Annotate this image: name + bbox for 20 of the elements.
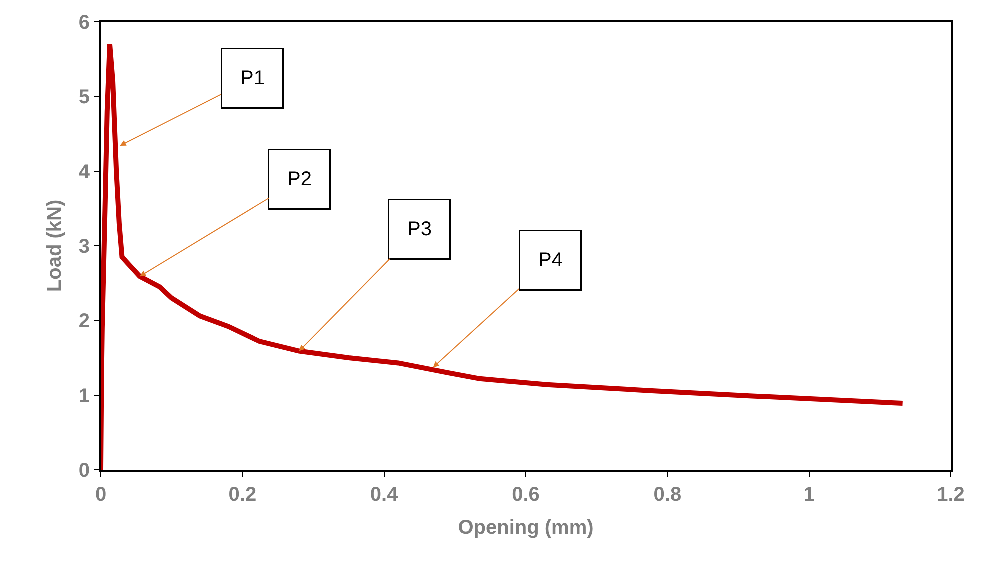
x-tick-label: 1.2 <box>937 484 965 506</box>
y-tick-label: 2 <box>78 310 90 333</box>
y-tick-label: 0 <box>78 460 90 482</box>
annotation: P3 <box>408 218 432 240</box>
x-tick-label: 0 <box>95 484 107 506</box>
x-tick-label: 0.8 <box>654 484 682 506</box>
y-tick-label: 6 <box>78 12 90 34</box>
annotation: P2 <box>288 168 312 190</box>
x-axis-title: Opening (mm) <box>458 517 594 539</box>
y-tick-label: 1 <box>78 385 90 408</box>
y-axis-title: Load (kN) <box>44 200 66 292</box>
x-tick-label: 0.4 <box>370 484 400 506</box>
x-tick-label: 1 <box>804 484 815 506</box>
y-tick-label: 3 <box>78 236 90 258</box>
y-tick-label: 5 <box>78 86 90 109</box>
annotation: P1 <box>240 68 265 90</box>
x-tick-label: 0.6 <box>512 484 540 506</box>
y-tick-label: 4 <box>78 161 91 184</box>
annotation: P4 <box>538 250 563 272</box>
x-tick-label: 0.2 <box>228 484 257 506</box>
